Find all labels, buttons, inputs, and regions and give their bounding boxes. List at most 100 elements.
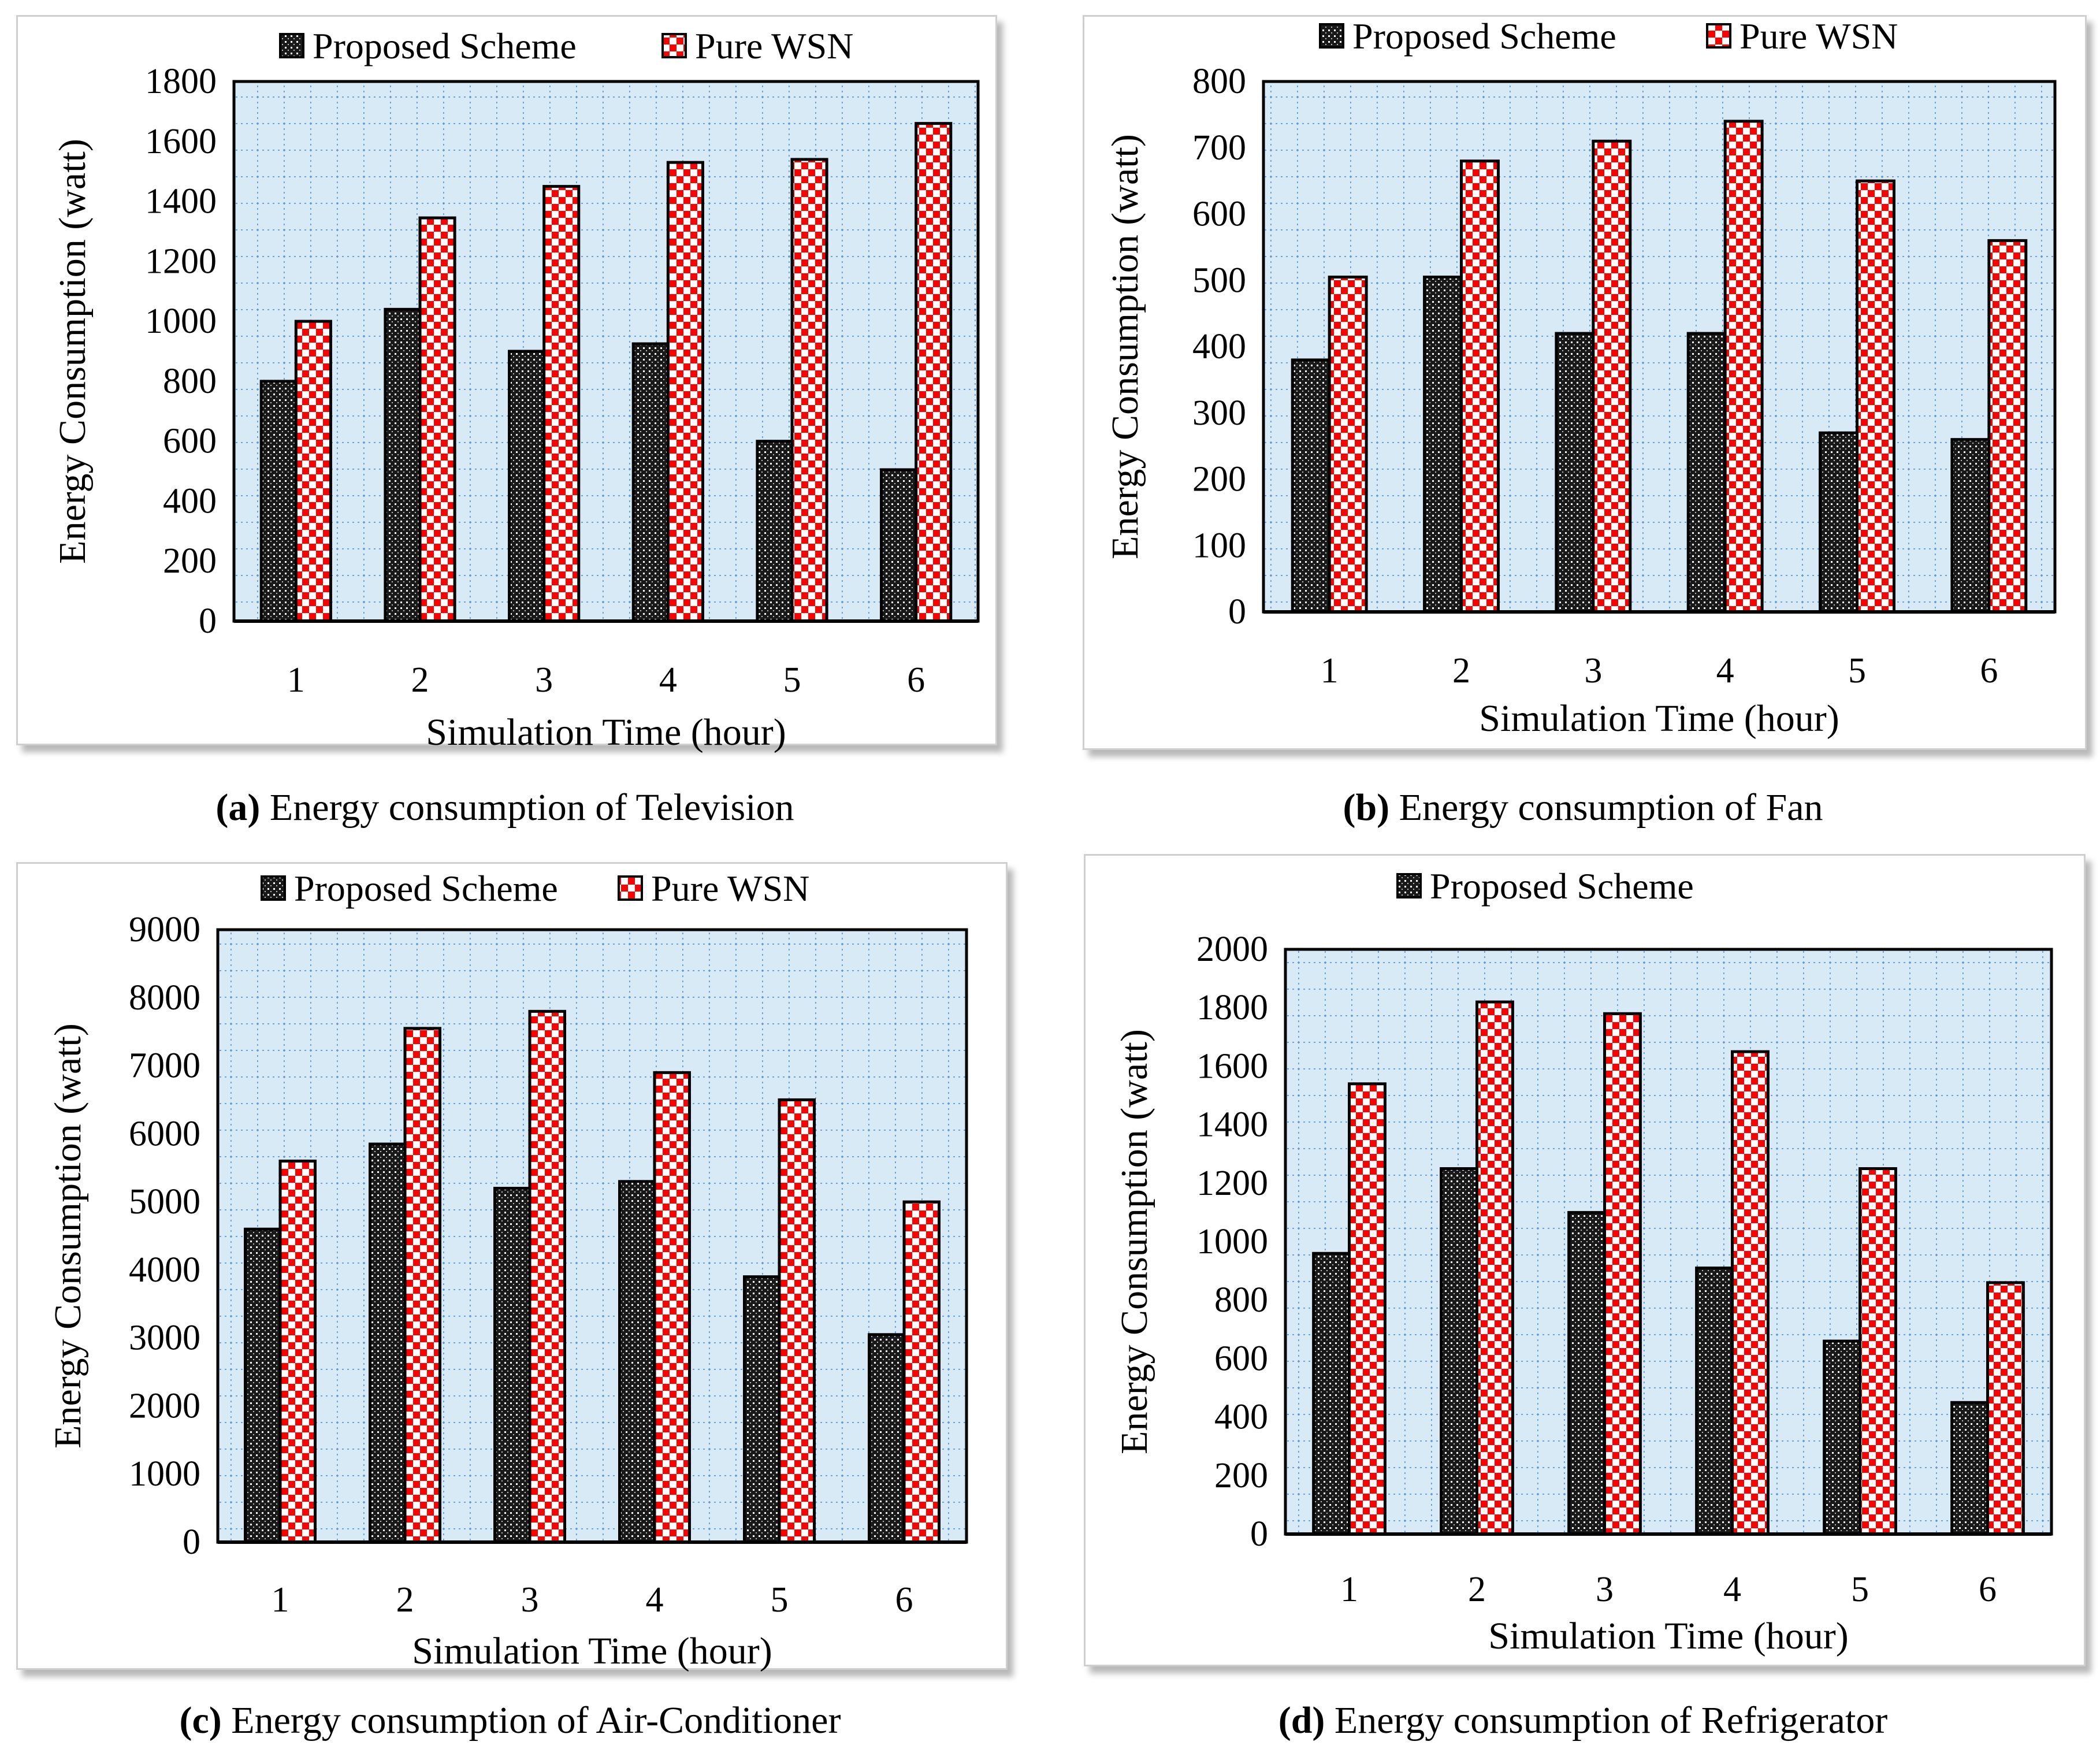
x-tick-label: 1 (1340, 1570, 1358, 1609)
legend-label-proposed-scheme: Proposed Scheme (1430, 866, 1694, 907)
bar-proposed-scheme-3 (1555, 332, 1595, 614)
x-axis-title: Simulation Time (hour) (1479, 697, 1839, 740)
caption-text: Energy consumption of Refrigerator (1325, 1699, 1888, 1742)
panel-fan: 0 100 200 300 400 500 600 700 800 1 2 3 4 5 6 Simulatio… (1083, 15, 2087, 750)
y-tick-label: 600 (1214, 1339, 1268, 1378)
legend-label-proposed-scheme: Proposed Scheme (294, 868, 558, 909)
chart-fan: 0 100 200 300 400 500 600 700 800 1 2 3 4 5 6 Simulatio… (1104, 16, 2057, 740)
x-tick-label: 3 (535, 660, 553, 700)
y-tick-label: 800 (163, 362, 217, 401)
y-tick-label: 400 (1192, 327, 1246, 366)
x-tick-label: 5 (771, 1580, 789, 1620)
plot-area (234, 81, 978, 621)
bar-pure-wsn-2 (418, 216, 456, 623)
x-axis-title: Simulation Time (hour) (412, 1630, 772, 1672)
bar-pure-wsn-2 (1475, 1000, 1514, 1536)
y-tick-label: 4000 (129, 1250, 200, 1290)
caption-label: (b) (1343, 786, 1390, 829)
bar-pure-wsn-4 (1723, 120, 1764, 614)
bar-proposed-scheme-2 (1440, 1167, 1478, 1536)
caption-text: Energy consumption of Air-Conditioner (221, 1699, 841, 1742)
y-tick-label: 1600 (1196, 1046, 1268, 1086)
y-tick-label: 9000 (129, 910, 200, 949)
x-tick-label: 4 (659, 660, 677, 700)
bar-proposed-scheme-3 (493, 1187, 531, 1544)
bar-proposed-scheme-1 (244, 1227, 282, 1544)
bar-pure-wsn-5 (778, 1098, 816, 1544)
bar-proposed-scheme-5 (743, 1275, 781, 1544)
y-tick-label: 200 (1214, 1456, 1268, 1495)
bar-pure-wsn-5 (1859, 1167, 1897, 1536)
x-tick-label: 1 (272, 1580, 289, 1620)
x-tick-label: 3 (521, 1580, 539, 1620)
y-tick-label: 0 (1228, 592, 1246, 632)
x-tick-label: 1 (287, 660, 305, 700)
x-tick-label: 4 (1723, 1570, 1741, 1609)
legend-swatch-proposed-scheme (1396, 873, 1422, 898)
x-tick-label: 2 (1468, 1570, 1486, 1609)
legend-label-pure-wsn: Pure WSN (695, 25, 853, 66)
legend-label-proposed-scheme: Proposed Scheme (1352, 16, 1616, 57)
y-tick-label: 400 (1214, 1398, 1268, 1437)
plot-area (1263, 81, 2055, 612)
legend-swatch-pure-wsn (618, 875, 643, 901)
bar-pure-wsn-4 (666, 161, 704, 623)
y-axis-title: Energy Consumption (watt) (51, 139, 94, 564)
bar-pure-wsn-1 (1348, 1082, 1387, 1536)
panel-air-conditioner: 0 1000 2000 3000 4000 5000 6000 7000 8000 9000 1 2 3… (16, 862, 1008, 1672)
bar-proposed-scheme-4 (631, 342, 670, 623)
legend-label-proposed-scheme: Proposed Scheme (313, 25, 577, 66)
bar-proposed-scheme-2 (1423, 276, 1463, 614)
y-tick-label: 800 (1192, 62, 1246, 101)
x-tick-label: 5 (1848, 651, 1866, 690)
y-tick-label: 1000 (129, 1454, 200, 1494)
bar-proposed-scheme-5 (1819, 431, 1859, 614)
bar-proposed-scheme-2 (384, 307, 422, 623)
y-tick-label: 5000 (129, 1182, 200, 1221)
y-tick-label: 1000 (1196, 1222, 1268, 1261)
x-tick-label: 1 (1321, 651, 1339, 690)
x-tick-label: 4 (1716, 651, 1734, 690)
y-tick-label: 0 (1250, 1514, 1268, 1554)
bar-proposed-scheme-5 (1823, 1339, 1861, 1536)
y-tick-label: 1600 (145, 122, 217, 161)
y-tick-label: 100 (1192, 526, 1246, 565)
bar-proposed-scheme-1 (259, 380, 298, 623)
y-tick-label: 1000 (145, 302, 217, 341)
x-tick-label: 6 (907, 660, 925, 700)
bar-pure-wsn-5 (790, 158, 828, 623)
y-tick-label: 0 (199, 601, 217, 641)
legend-swatch-proposed-scheme (1319, 23, 1344, 49)
y-tick-label: 500 (1192, 261, 1246, 300)
bar-pure-wsn-3 (1592, 139, 1632, 614)
bar-proposed-scheme-3 (508, 350, 546, 623)
bar-proposed-scheme-6 (1950, 1401, 1989, 1536)
y-tick-label: 3000 (129, 1319, 200, 1358)
y-tick-label: 700 (1192, 128, 1246, 168)
bar-pure-wsn-6 (1986, 1281, 2025, 1536)
bar-pure-wsn-1 (294, 320, 332, 623)
bar-proposed-scheme-1 (1312, 1252, 1351, 1536)
y-axis-title: Energy Consumption (watt) (1113, 1029, 1155, 1454)
y-tick-label: 1400 (145, 182, 217, 221)
y-axis-title: Energy Consumption (watt) (1104, 134, 1146, 559)
bar-proposed-scheme-5 (756, 440, 794, 623)
bar-proposed-scheme-6 (880, 468, 918, 623)
bar-pure-wsn-6 (902, 1200, 941, 1544)
y-tick-label: 600 (1192, 195, 1246, 234)
bar-proposed-scheme-6 (868, 1333, 906, 1544)
legend-swatch-pure-wsn (1706, 23, 1731, 49)
bar-pure-wsn-6 (915, 122, 953, 623)
bar-pure-wsn-2 (1460, 159, 1500, 614)
x-tick-label: 6 (1979, 1570, 1997, 1609)
plot-area (218, 930, 967, 1542)
legend-label-pure-wsn: Pure WSN (651, 868, 809, 909)
bar-proposed-scheme-6 (1950, 438, 1991, 614)
y-tick-label: 600 (163, 422, 217, 461)
y-tick-label: 8000 (129, 978, 200, 1018)
panel-television: 0 200 400 600 800 1000 1200 1400 1600 1800 1 2 3 4 5 6 S… (16, 15, 997, 753)
y-tick-label: 0 (183, 1523, 200, 1562)
bar-proposed-scheme-3 (1567, 1211, 1606, 1536)
y-tick-label: 800 (1214, 1280, 1268, 1320)
caption-label: (d) (1278, 1699, 1325, 1742)
